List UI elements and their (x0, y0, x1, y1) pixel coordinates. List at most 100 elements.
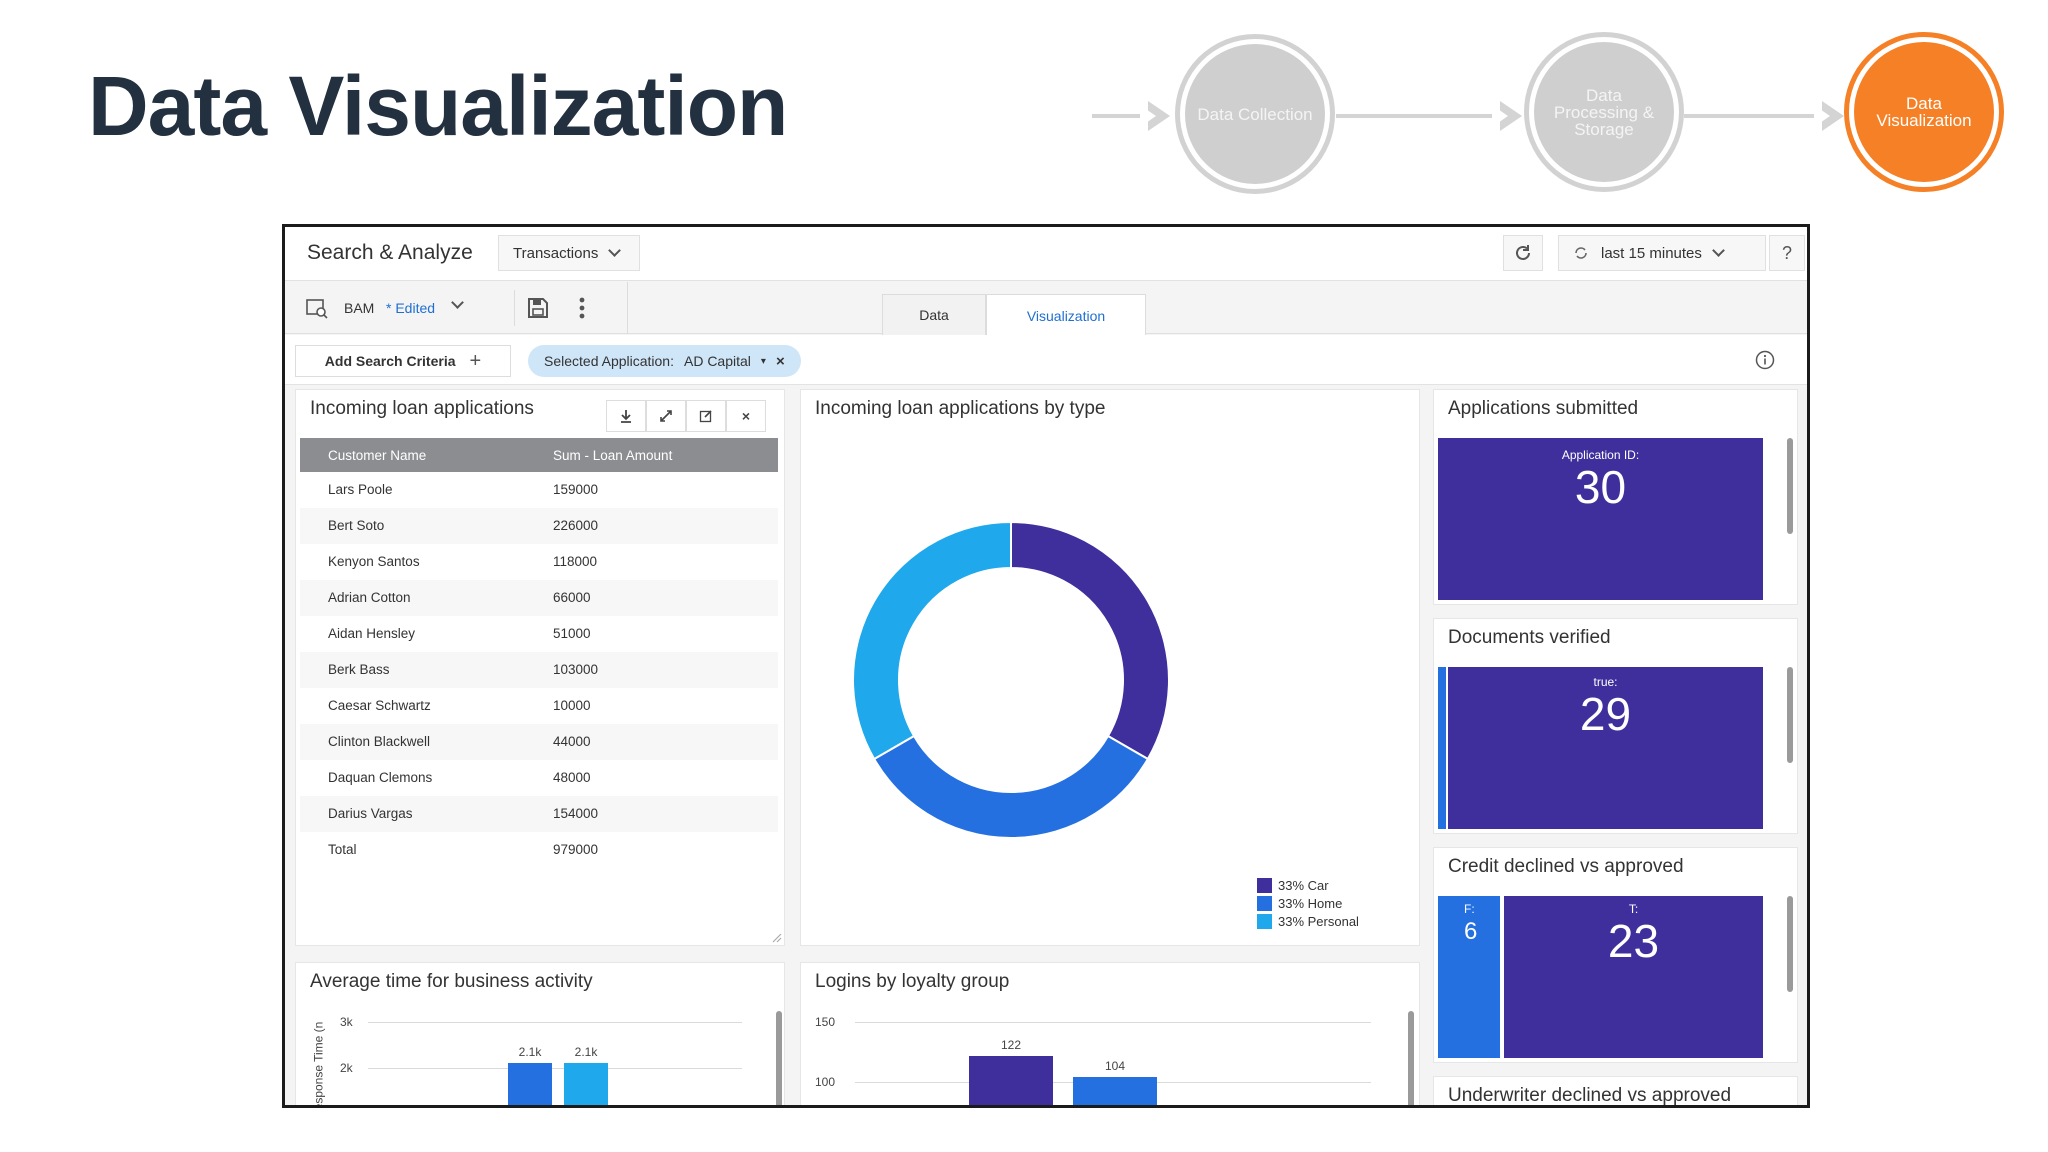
false-segment-tile[interactable] (1438, 667, 1446, 829)
legend-item-personal[interactable]: 33% Personal (1257, 912, 1359, 930)
loan-amount: 48000 (553, 770, 591, 785)
legend-item-car[interactable]: 33% Car (1257, 876, 1359, 894)
remove-filter-icon[interactable]: × (775, 352, 785, 370)
table-row[interactable]: Darius Vargas 154000 (300, 796, 778, 832)
download-button[interactable] (606, 400, 646, 432)
caret-down-icon[interactable]: ▾ (760, 355, 766, 367)
chip-key: Selected Application: (544, 353, 674, 369)
credit-approved-tile[interactable]: T: 23 (1504, 896, 1763, 1058)
donut-slice-personal[interactable] (852, 520, 1012, 761)
applications-tile[interactable]: Application ID: 30 (1438, 438, 1763, 600)
tile-label: true: (1593, 675, 1618, 689)
refresh-icon (1516, 245, 1530, 260)
panel-title: Logins by loyalty group (815, 971, 1010, 992)
bar-value-label: 2.1k (574, 1045, 598, 1060)
info-icon[interactable] (1755, 350, 1775, 370)
scrollbar[interactable] (1408, 1011, 1414, 1105)
table-row[interactable]: Bert Soto 226000 (300, 508, 778, 544)
add-search-criteria-button[interactable]: Add Search Criteria + (295, 345, 511, 377)
edit-icon (699, 410, 712, 423)
close-icon: × (741, 408, 751, 424)
search-doc-icon[interactable] (305, 297, 329, 319)
column-header-amount[interactable]: Sum - Loan Amount (553, 448, 673, 463)
table-row[interactable]: Daquan Clemons 48000 (300, 760, 778, 796)
dataset-select[interactable]: Transactions (498, 235, 640, 271)
tile-value: 6 (1464, 918, 1478, 945)
table-total-row: Total 979000 (300, 832, 778, 868)
donut-chart-panel: Incoming loan applications by type 33% C… (800, 389, 1420, 946)
refresh-button[interactable] (1503, 235, 1543, 271)
time-range-select[interactable]: last 15 minutes (1558, 235, 1766, 271)
panel-title: Applications submitted (1448, 398, 1639, 419)
customer-name: Caesar Schwartz (328, 698, 431, 713)
pipeline-arrow-icon (1140, 101, 1170, 131)
legend-label: 33% Car (1278, 877, 1329, 893)
help-button[interactable]: ? (1769, 235, 1805, 271)
loan-amount: 154000 (553, 806, 599, 821)
divider (514, 290, 515, 326)
documents-tile[interactable]: true: 29 (1448, 667, 1763, 829)
edited-indicator[interactable]: * Edited (386, 300, 436, 316)
donut-chart (852, 520, 1170, 839)
more-options-icon[interactable] (578, 296, 586, 320)
y-axis-label: esponse Time (n (311, 1021, 326, 1108)
loan-amount: 51000 (553, 626, 591, 641)
legend-swatch (1257, 913, 1272, 929)
table-row[interactable]: Caesar Schwartz 10000 (300, 688, 778, 724)
legend-item-home[interactable]: 33% Home (1257, 894, 1359, 912)
chart-bar[interactable] (564, 1063, 608, 1105)
dataset-select-label: Transactions (513, 244, 599, 262)
table-row[interactable]: Berk Bass 103000 (300, 652, 778, 688)
save-icon[interactable] (526, 296, 550, 320)
chart-bar[interactable] (1073, 1077, 1157, 1105)
panel-title: Credit declined vs approved (1448, 856, 1684, 877)
edit-button[interactable] (686, 400, 726, 432)
loan-amount: 66000 (553, 590, 591, 605)
tab-data[interactable]: Data (882, 294, 986, 335)
scrollbar[interactable] (1787, 896, 1793, 992)
source-label: BAM (344, 300, 375, 316)
avg-time-panel: Average time for business activity espon… (295, 962, 785, 1108)
time-range-label: last 15 minutes (1601, 244, 1702, 262)
pipeline-connector (1092, 114, 1152, 118)
table-row[interactable]: Clinton Blackwell 44000 (300, 724, 778, 760)
download-icon (621, 410, 631, 423)
legend-swatch (1257, 895, 1272, 911)
resize-handle-icon[interactable] (770, 931, 782, 943)
y-tick: 100 (815, 1075, 836, 1089)
customer-name: Clinton Blackwell (328, 734, 431, 749)
scrollbar[interactable] (1787, 667, 1793, 763)
close-button[interactable]: × (726, 400, 766, 432)
scrollbar[interactable] (1787, 438, 1793, 534)
table-row[interactable]: Adrian Cotton 66000 (300, 580, 778, 616)
loan-amount: 226000 (553, 518, 599, 533)
table-row[interactable]: Aidan Hensley 51000 (300, 616, 778, 652)
table-header: Customer Name Sum - Loan Amount (300, 438, 778, 472)
expand-button[interactable] (646, 400, 686, 432)
slide-title: Data Visualization (88, 59, 788, 153)
scrollbar[interactable] (776, 1011, 782, 1105)
table-row[interactable]: Kenyon Santos 118000 (300, 544, 778, 580)
donut-slice-home[interactable] (872, 734, 1150, 839)
credit-declined-tile[interactable]: F: 6 (1438, 896, 1500, 1058)
loan-table-panel: Incoming loan applications × Customer Na… (295, 389, 785, 946)
chevron-down-icon[interactable] (451, 296, 464, 309)
tab-visualization[interactable]: Visualization (986, 294, 1146, 336)
panel-title: Average time for business activity (310, 971, 593, 992)
application-filter-chip[interactable]: Selected Application: AD Capital ▾ × (528, 345, 801, 377)
stage-data-collection: Data Collection (1175, 34, 1335, 194)
chart-bar[interactable] (508, 1063, 552, 1105)
donut-slice-car[interactable] (1010, 520, 1170, 761)
chart-bar[interactable] (969, 1055, 1053, 1105)
stage-data-processing: Data Processing & Storage (1524, 32, 1684, 192)
loan-amount: 103000 (553, 662, 599, 677)
loan-amount: 44000 (553, 734, 591, 749)
gridline (368, 1022, 742, 1023)
table-row[interactable]: Lars Poole 159000 (300, 472, 778, 508)
panel-title: Incoming loan applications (310, 398, 534, 419)
credit-panel: Credit declined vs approved F: 6 T: 23 (1433, 847, 1798, 1063)
documents-verified-panel: Documents verified true: 29 (1433, 618, 1798, 834)
customer-name: Berk Bass (328, 662, 390, 677)
customer-name: Aidan Hensley (328, 626, 416, 641)
column-header-customer[interactable]: Customer Name (328, 448, 427, 463)
